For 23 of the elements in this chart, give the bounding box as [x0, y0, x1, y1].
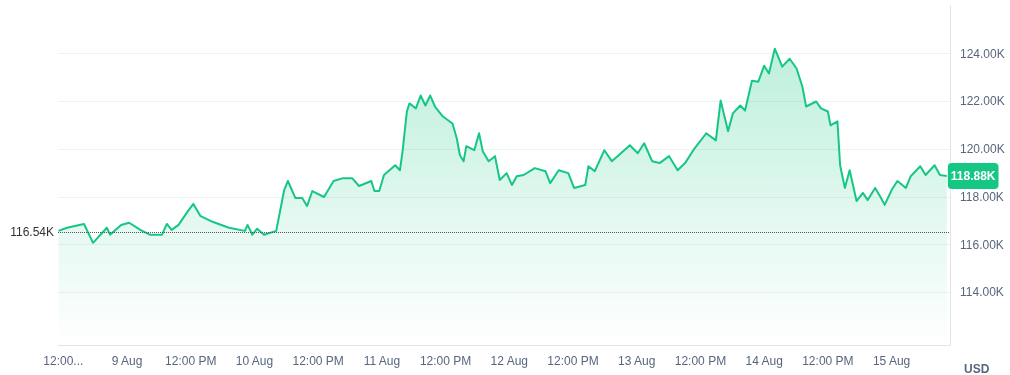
x-tick-label: 11 Aug	[363, 354, 401, 368]
y-tick-label: 116.00K	[960, 237, 1004, 252]
y-tick-label: 120.00K	[960, 142, 1005, 157]
y-tick-label: 118.00K	[960, 189, 1004, 204]
x-tick-label: 13 Aug	[618, 354, 656, 368]
y-tick-label: 124.00K	[960, 46, 1005, 61]
x-tick-label: 12:00 PM	[674, 354, 727, 368]
x-tick-label: 12:00...	[43, 354, 84, 368]
ref-line-label: 116.54K	[10, 224, 54, 239]
y-tick-label: 122.00K	[960, 94, 1005, 109]
x-tick-label: 12:00 PM	[547, 354, 599, 368]
x-tick-label: 12:00 PM	[165, 354, 217, 368]
x-tick-label: 12:00 PM	[802, 354, 854, 368]
y-axis-title: USD	[964, 362, 990, 375]
x-tick-label: 12 Aug	[490, 354, 528, 368]
x-tick-label: 12:00 PM	[292, 354, 344, 368]
x-tick-label: 15 Aug	[872, 354, 911, 368]
x-tick-label: 10 Aug	[235, 354, 274, 368]
x-tick-label: 12:00 PM	[419, 354, 472, 368]
text: 118.88K	[950, 168, 996, 183]
x-tick-label: 14 Aug	[745, 354, 783, 368]
x-tick-label: 9 Aug	[111, 354, 143, 368]
y-tick-label: 114.00K	[960, 285, 1004, 300]
